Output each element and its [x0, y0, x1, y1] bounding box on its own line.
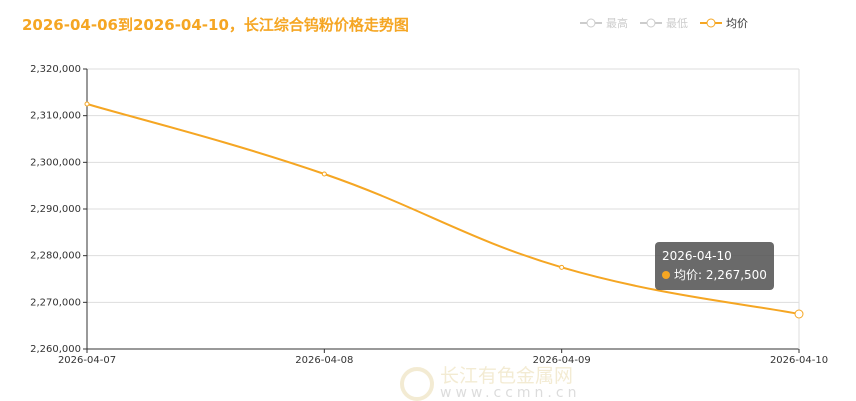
- tooltip-value: 均价: 2,267,500: [674, 268, 767, 282]
- x-tick-label: 2026-04-07: [58, 355, 116, 366]
- y-tick-label: 2,300,000: [30, 157, 81, 168]
- x-tick-label: 2026-04-10: [770, 355, 828, 366]
- legend-line-icon: [640, 18, 662, 28]
- legend-item-low[interactable]: 最低: [640, 15, 688, 31]
- chart-title: 2026-04-06到2026-04-10，长江综合钨粉价格走势图: [22, 16, 409, 34]
- legend-item-high[interactable]: 最高: [580, 15, 628, 31]
- data-point: [559, 264, 565, 270]
- legend-label: 均价: [726, 17, 748, 30]
- legend-item-avg[interactable]: 均价: [700, 15, 748, 31]
- watermark-logo-icon: [400, 366, 434, 401]
- series-dot-icon: [662, 271, 670, 279]
- tooltip-date: 2026-04-10: [662, 249, 732, 263]
- y-tick-label: 2,260,000: [30, 344, 81, 355]
- y-tick-label: 2,270,000: [30, 297, 81, 308]
- tooltip: 2026-04-10 均价: 2,267,500: [655, 242, 774, 290]
- watermark-url: www.ccmn.cn: [440, 385, 581, 401]
- y-tick-label: 2,290,000: [30, 204, 81, 215]
- watermark-name: 长江有色金属网: [440, 365, 574, 387]
- watermark: 长江有色金属网 www.ccmn.cn: [400, 366, 580, 401]
- x-tick-label: 2026-04-08: [295, 355, 353, 366]
- legend-line-icon: [580, 18, 602, 28]
- data-point: [84, 101, 90, 107]
- legend: 最高 最低 均价: [580, 15, 748, 31]
- x-tick-label: 2026-04-09: [533, 355, 591, 366]
- legend-label: 最高: [606, 17, 628, 30]
- y-tick-label: 2,320,000: [30, 64, 81, 75]
- data-point: [794, 309, 804, 319]
- series-line: [86, 103, 800, 315]
- legend-label: 最低: [666, 17, 688, 30]
- data-point: [321, 171, 327, 177]
- y-tick-label: 2,280,000: [30, 251, 81, 262]
- y-tick-label: 2,310,000: [30, 111, 81, 122]
- legend-line-icon: [700, 18, 722, 28]
